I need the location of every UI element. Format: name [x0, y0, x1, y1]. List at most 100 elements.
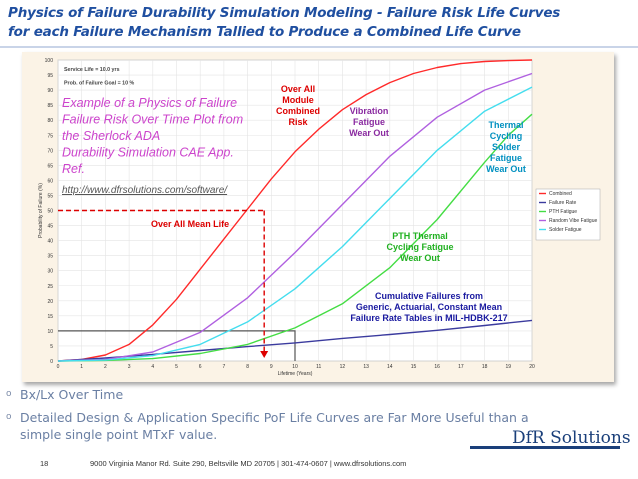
bullet-text: Bx/Lx Over Time	[20, 387, 124, 402]
x-tick-label: 0	[57, 364, 60, 370]
x-tick-label: 7	[223, 364, 226, 370]
x-tick-label: 14	[387, 364, 393, 370]
slide-title-line-2: for each Failure Mechanism Tallied to Pr…	[8, 24, 521, 40]
x-tick-label: 9	[270, 364, 273, 370]
x-tick-label: 18	[482, 364, 488, 370]
header-divider	[0, 46, 638, 48]
x-tick-label: 5	[175, 364, 178, 370]
x-tick-label: 16	[434, 364, 440, 370]
y-tick-label: 20	[47, 299, 53, 305]
x-tick-label: 17	[458, 364, 464, 370]
vibration-fatigue-label: Vibration	[350, 106, 389, 116]
slide-title: Physics of Failure Durability Simulation…	[8, 4, 633, 42]
y-tick-label: 80	[47, 118, 53, 124]
pth-fatigue-label: PTH Thermal	[392, 231, 448, 241]
x-tick-label: 8	[246, 364, 249, 370]
thermal-solder-fatigue-label: Wear Out	[486, 164, 526, 174]
cumulative-failures-label: Cumulative Failures from	[375, 291, 483, 301]
cumulative-failures-label: Failure Rate Tables in MIL-HDBK-217	[350, 313, 507, 323]
slide-title-line-1: Physics of Failure Durability Simulation…	[8, 5, 561, 21]
legend-label: Random Vibe Fatigue	[549, 218, 597, 224]
x-tick-label: 4	[151, 364, 154, 370]
over-all-risk-label: Module	[282, 95, 314, 105]
cumulative-failures-label: Generic, Actuarial, Constant Mean	[356, 302, 502, 312]
x-tick-label: 15	[411, 364, 417, 370]
series-line	[57, 113, 533, 362]
service-life-reference-line	[58, 330, 296, 361]
y-tick-label: 25	[47, 284, 53, 290]
legend-label: Combined	[549, 191, 572, 197]
x-tick-label: 2	[104, 364, 107, 370]
logo-underline	[470, 446, 620, 449]
over-all-risk-label: Risk	[288, 117, 308, 127]
mean-life-arrow-icon	[260, 351, 269, 358]
x-tick-label: 11	[316, 364, 321, 370]
example-note-text: Durability Simulation CAE App.	[62, 146, 234, 160]
pth-fatigue-label: Wear Out	[400, 253, 440, 263]
y-tick-label: 65	[47, 163, 53, 169]
mean-life-label: Over All Mean Life	[151, 219, 229, 229]
x-tick-label: 3	[128, 364, 131, 370]
example-note-text: Example of a Physics of Failure	[62, 96, 237, 110]
y-axis-label: Probability of Failure (%)	[38, 183, 44, 238]
x-axis-label: Lifetime (Years)	[278, 371, 313, 377]
y-tick-label: 15	[47, 314, 53, 320]
legend-label: Failure Rate	[549, 200, 576, 206]
thermal-solder-fatigue-label: Thermal	[488, 120, 523, 130]
x-tick-label: 12	[340, 364, 346, 370]
thermal-solder-fatigue-label: Cycling	[490, 131, 523, 141]
legend-label: PTH Fatigue	[549, 209, 577, 215]
example-note-text: the Sherlock ADA	[62, 129, 160, 143]
y-tick-label: 40	[47, 239, 53, 245]
y-tick-label: 5	[50, 344, 53, 350]
y-tick-label: 95	[47, 73, 53, 79]
example-note-text: Ref.	[62, 162, 85, 176]
x-tick-label: 20	[529, 364, 535, 370]
legend-label: Solder Fatigue	[549, 227, 582, 233]
y-tick-label: 45	[47, 224, 53, 230]
y-tick-label: 0	[50, 359, 53, 365]
y-tick-label: 75	[47, 133, 53, 139]
bullet-item: o Bx/Lx Over Time	[6, 386, 566, 403]
bullet-marker-icon: o	[6, 389, 12, 399]
example-note-text: Failure Risk Over Time Plot from	[62, 113, 243, 127]
y-tick-label: 60	[47, 178, 53, 184]
bullet-item: o Detailed Design & Application Specific…	[6, 409, 566, 443]
thermal-solder-fatigue-label: Solder	[492, 142, 521, 152]
y-tick-label: 10	[47, 329, 53, 335]
bullet-list: o Bx/Lx Over Time o Detailed Design & Ap…	[6, 386, 566, 443]
series-line	[57, 319, 533, 362]
over-all-risk-label: Combined	[276, 106, 320, 116]
x-tick-label: 6	[199, 364, 202, 370]
x-tick-label: 19	[506, 364, 512, 370]
page-number: 18	[40, 459, 49, 468]
failure-goal-label: Prob. of Failure Goal = 10 %	[64, 81, 134, 87]
x-tick-label: 10	[292, 364, 298, 370]
y-tick-label: 50	[47, 209, 53, 215]
vibration-fatigue-label: Fatigue	[353, 117, 385, 127]
y-tick-label: 90	[47, 88, 53, 94]
series-line	[57, 72, 533, 362]
x-tick-label: 1	[80, 364, 83, 370]
footer-address: 9000 Virginia Manor Rd. Suite 290, Belts…	[90, 459, 407, 468]
legend-box	[535, 188, 601, 241]
series-line	[57, 59, 533, 362]
company-logo: DfR Solutions	[512, 428, 631, 448]
bullet-marker-icon: o	[6, 412, 12, 422]
life-curve-chart: 0510152025303540455055606570758085909510…	[38, 58, 601, 377]
chart-panel: 0 5 10 15 20 25 30 35 40 45 50 55 60 65 70 75 80 85 90 95 10…	[22, 52, 614, 382]
series-line	[57, 86, 533, 362]
pth-fatigue-label: Cycling Fatigue	[386, 242, 453, 252]
thermal-solder-fatigue-label: Fatigue	[490, 153, 522, 163]
y-tick-label: 70	[47, 148, 53, 154]
y-tick-label: 35	[47, 254, 53, 260]
vibration-fatigue-label: Wear Out	[349, 128, 389, 138]
service-life-label: Service Life = 10.0 yrs	[64, 67, 120, 73]
y-tick-label: 55	[47, 193, 53, 199]
x-tick-label: 13	[363, 364, 369, 370]
y-tick-label: 100	[45, 58, 54, 64]
y-tick-label: 85	[47, 103, 53, 109]
example-link: http://www.dfrsolutions.com/software/	[62, 185, 228, 196]
y-tick-label: 30	[47, 269, 53, 275]
bullet-text: Detailed Design & Application Specific P…	[20, 410, 529, 442]
